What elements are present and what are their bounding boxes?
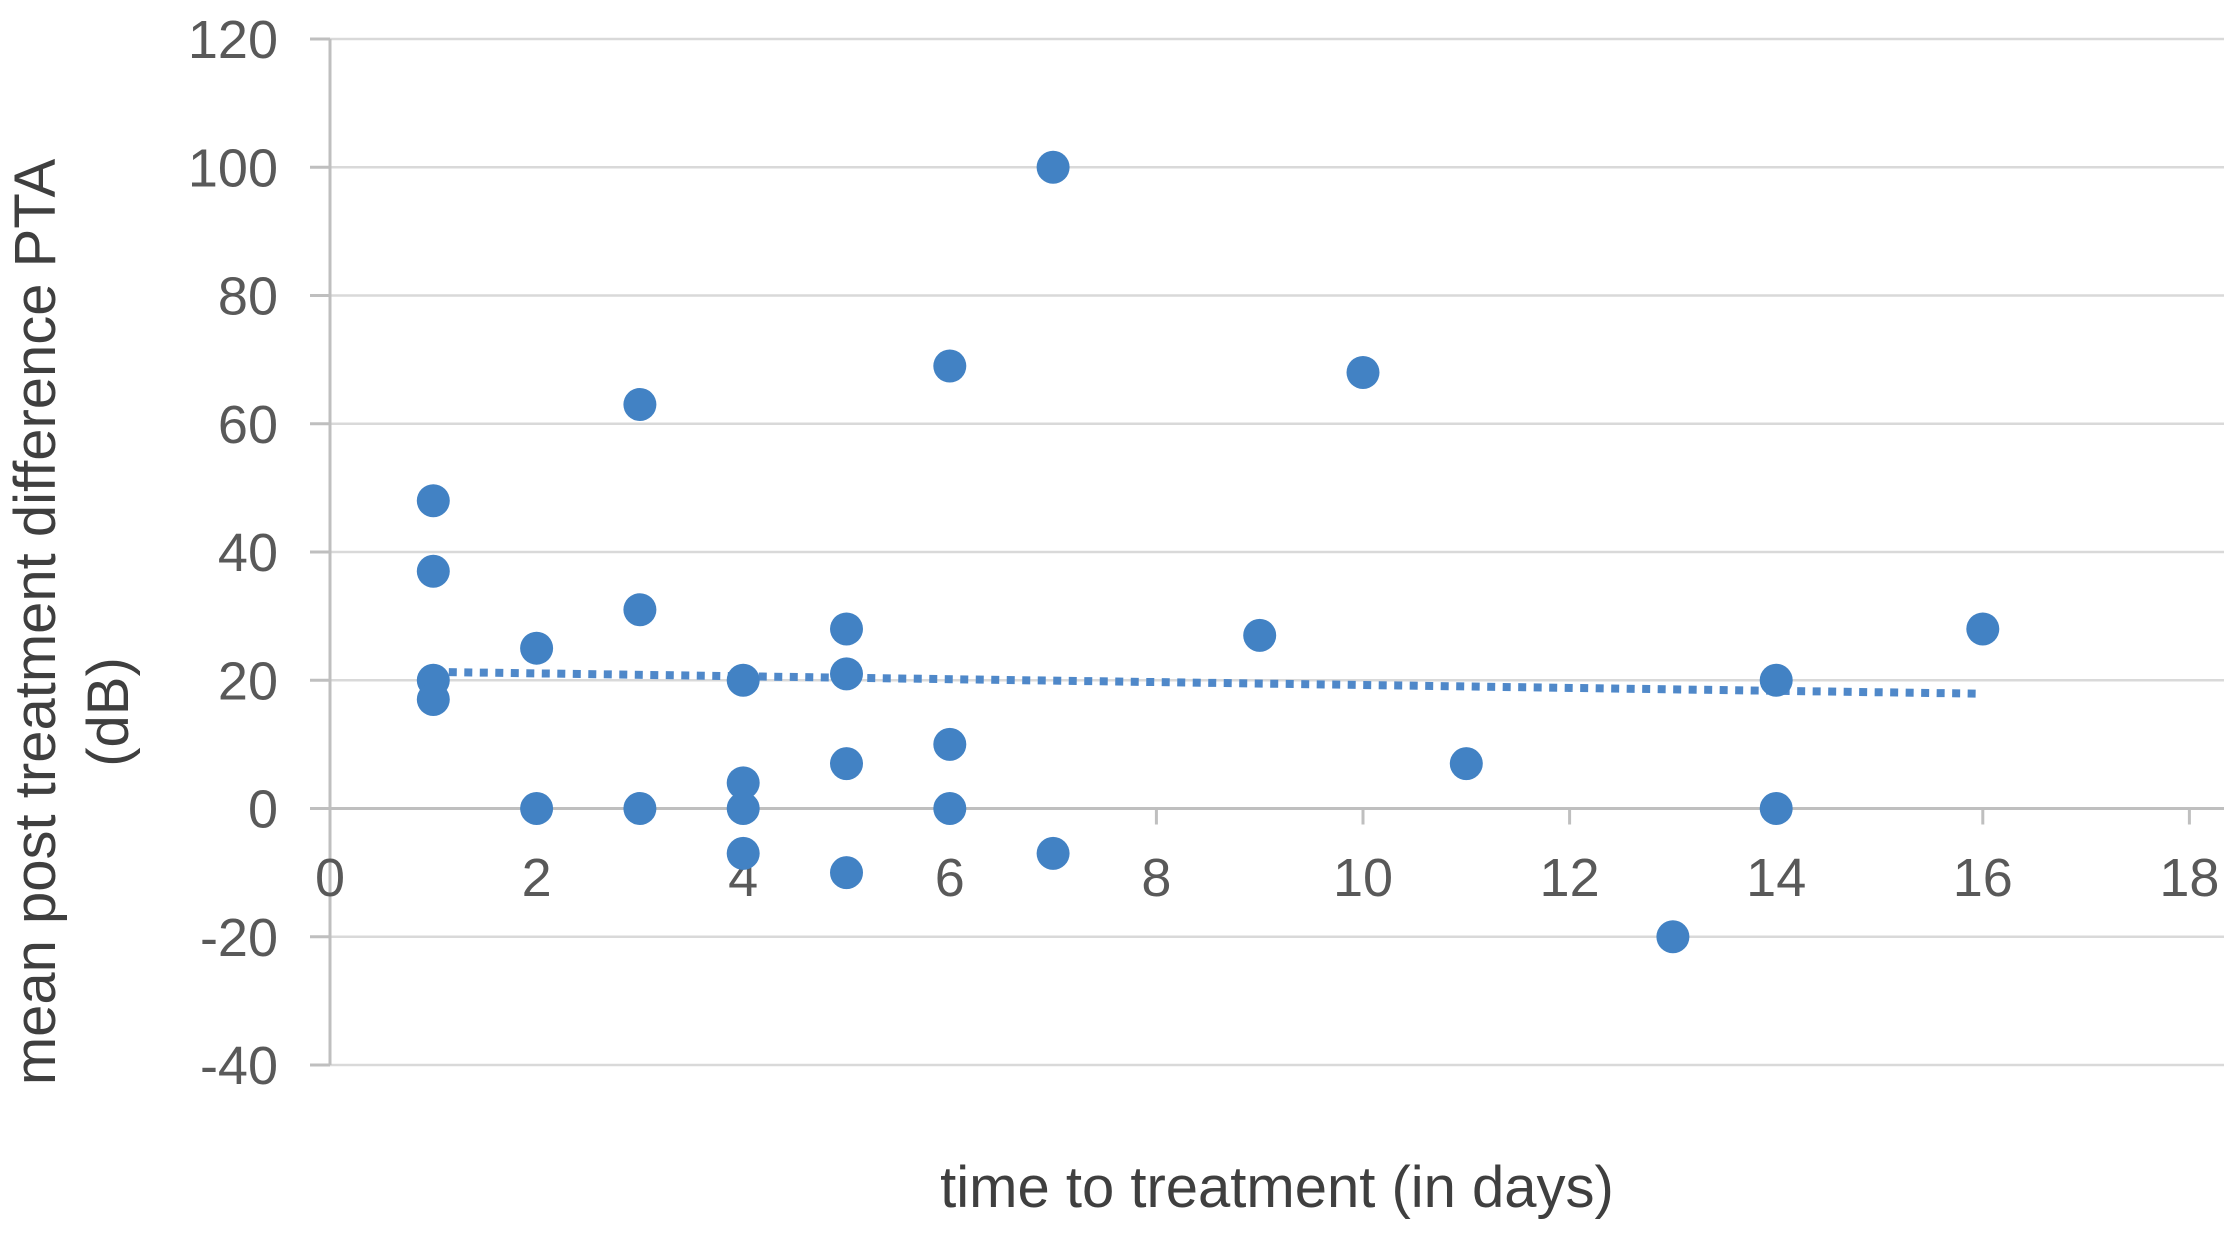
- x-tick-label: 16: [1953, 848, 2013, 908]
- trendline: [433, 667, 1983, 698]
- y-tick-label: 40: [218, 523, 278, 583]
- y-tick-label: 100: [188, 138, 278, 198]
- data-point: [1243, 618, 1277, 652]
- y-tick-label: -20: [200, 908, 278, 968]
- data-point: [1036, 836, 1070, 870]
- data-point: [1759, 792, 1793, 825]
- data-point: [416, 554, 450, 588]
- data-point: [623, 593, 657, 627]
- data-point: [623, 792, 657, 825]
- x-tick-label: 2: [522, 848, 552, 908]
- data-point: [416, 484, 450, 518]
- data-point: [830, 747, 863, 781]
- data-point: [520, 792, 554, 825]
- data-point: [830, 612, 863, 646]
- data-point: [623, 388, 657, 422]
- y-tick-label: 20: [218, 651, 278, 711]
- data-point: [830, 856, 863, 890]
- data-point: [520, 631, 554, 665]
- y-tick-label: -40: [200, 1036, 278, 1096]
- data-point: [1346, 355, 1380, 389]
- data-point: [1449, 747, 1483, 781]
- data-point: [416, 682, 450, 716]
- data-point: [726, 766, 760, 800]
- y-tick-label: 60: [218, 395, 278, 455]
- x-tick-label: 8: [1141, 848, 1171, 908]
- data-point: [726, 663, 760, 697]
- y-axis-title-unit: (dB): [76, 657, 141, 767]
- data-point: [1656, 920, 1690, 954]
- x-axis-title: time to treatment (in days): [940, 1155, 1614, 1220]
- x-tick-label: 18: [2159, 848, 2219, 908]
- y-axis-title: mean post treatment difference PTA: [3, 159, 68, 1086]
- y-tick-label: 120: [188, 10, 278, 70]
- data-point: [933, 792, 967, 825]
- x-tick-label: 0: [315, 848, 345, 908]
- x-tick-label: 14: [1746, 848, 1806, 908]
- x-tick-label: 10: [1333, 848, 1393, 908]
- data-point: [933, 727, 967, 761]
- x-tick-label: 12: [1540, 848, 1600, 908]
- y-tick-label: 80: [218, 267, 278, 327]
- data-point: [1966, 612, 2000, 646]
- data-point: [1759, 663, 1793, 697]
- data-point: [726, 792, 760, 825]
- x-tick-label: 6: [935, 848, 965, 908]
- y-tick-label: 0: [248, 780, 278, 840]
- data-point: [933, 349, 967, 383]
- data-point: [1036, 150, 1070, 184]
- data-point: [726, 836, 760, 870]
- data-point: [830, 657, 863, 691]
